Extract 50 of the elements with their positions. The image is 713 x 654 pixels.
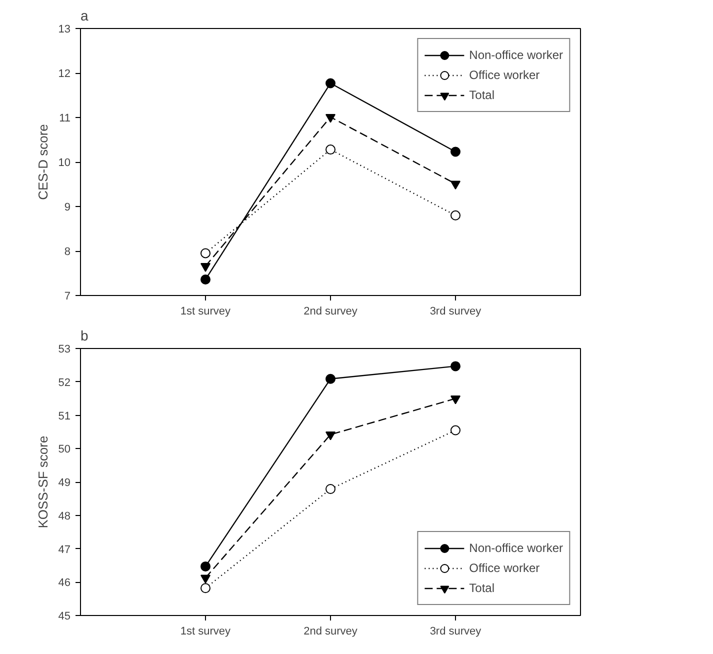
y-tick-label: 53: [58, 344, 71, 356]
point: [450, 395, 460, 404]
point: [326, 114, 336, 123]
legend-label: Total: [469, 581, 495, 595]
point: [326, 78, 336, 88]
y-tick-label: 46: [58, 577, 71, 590]
point: [200, 274, 210, 284]
x-tick-label: 1st survey: [180, 306, 232, 318]
y-tick-label: 45: [58, 610, 71, 622]
point: [326, 484, 336, 494]
point: [326, 432, 336, 440]
y-tick-label: 49: [58, 477, 71, 489]
point: [450, 210, 460, 220]
legend-label: Office worker: [469, 68, 540, 82]
point: [450, 146, 460, 157]
y-tick-label: 48: [58, 510, 71, 522]
point: [200, 248, 210, 258]
y-tick-label: 50: [58, 444, 71, 456]
point: [200, 263, 210, 272]
point: [450, 361, 460, 372]
point: [326, 374, 336, 384]
point: [200, 583, 210, 594]
chart-title: b: [80, 328, 88, 344]
y-tick-label: 51: [58, 410, 71, 422]
y-tick-label: 47: [58, 544, 71, 556]
y-tick-label: 9: [64, 202, 71, 214]
point: [450, 180, 460, 190]
legend-label: Office worker: [469, 561, 540, 575]
y-tick-label: 52: [58, 376, 71, 389]
y-tick-label: 10: [58, 157, 71, 169]
x-tick-label: 3rd survey: [430, 306, 482, 318]
x-tick-label: 3rd survey: [430, 626, 482, 638]
point: [450, 425, 460, 436]
legend-label: Non-office worker: [469, 541, 563, 555]
chart-title: a: [80, 8, 88, 24]
x-tick-label: 1st survey: [180, 626, 232, 638]
x-tick-label: 2nd survey: [304, 626, 358, 638]
point: [200, 561, 210, 572]
y-tick-label: 13: [58, 24, 71, 36]
y-axis-title: CES-D score: [35, 124, 50, 200]
legend-label: Non-office worker: [469, 48, 563, 62]
y-axis-title: KOSS-SF score: [35, 436, 50, 528]
y-tick-label: 11: [59, 112, 71, 124]
y-tick-label: 8: [64, 246, 71, 258]
point: [200, 574, 210, 584]
y-tick-label: 7: [64, 290, 71, 302]
x-tick-label: 2nd survey: [304, 306, 358, 318]
legend-label: Total: [469, 88, 495, 102]
y-tick-label: 12: [58, 68, 71, 80]
point: [326, 144, 336, 155]
